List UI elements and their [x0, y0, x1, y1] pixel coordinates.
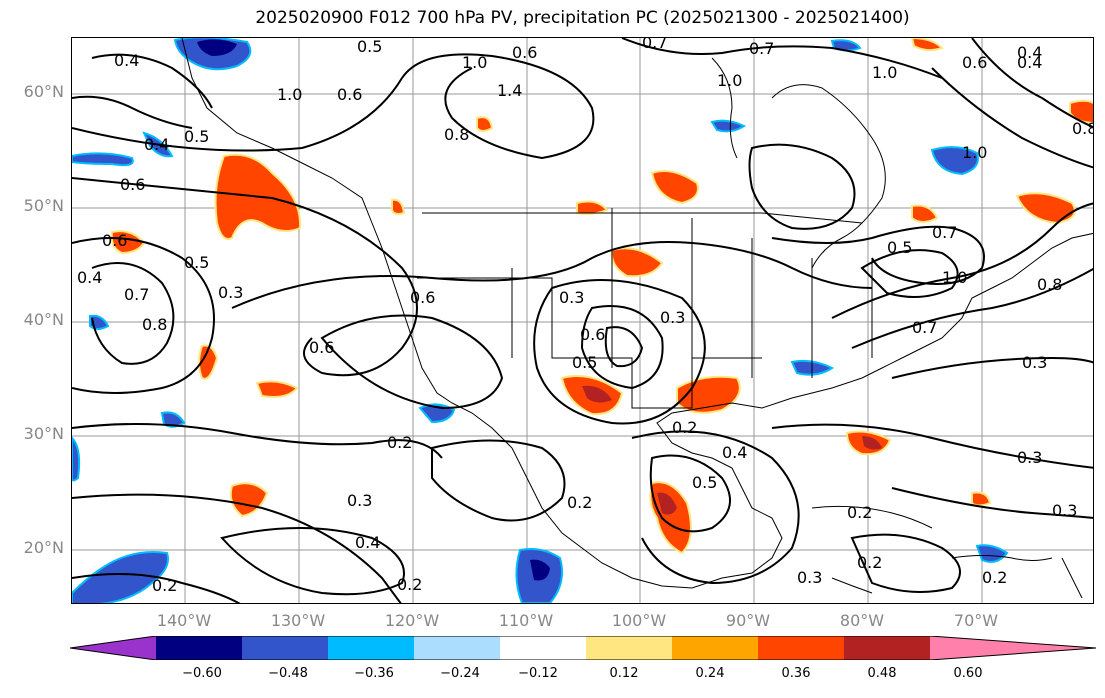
lon-label-100w: 100°W: [611, 611, 667, 630]
contour-label: 0.8: [1037, 275, 1062, 294]
colorbar-tick: −0.48: [268, 666, 308, 681]
contour-label: 0.2: [567, 493, 592, 512]
map-canvas: 0.4 0.5 0.6 0.7 0.7 0.4 0.6 1.0 1.0 0.5 …: [72, 38, 1094, 603]
colorbar-graphic: [69, 635, 1097, 661]
contour-label: 0.3: [347, 491, 372, 510]
colorbar-arrow-left: [70, 636, 156, 660]
lon-label-80w: 80°W: [839, 611, 885, 630]
contour-label: 0.2: [387, 433, 412, 452]
contour-label: 0.5: [692, 473, 717, 492]
contour-label: 0.2: [857, 553, 882, 572]
colorbar-bin: [844, 636, 930, 660]
contour-label: 0.3: [797, 568, 822, 587]
lon-label-70w: 70°W: [953, 611, 999, 630]
colorbar-tick: −0.60: [182, 666, 222, 681]
contour-label: 0.7: [642, 38, 667, 52]
contour-label: 0.4: [77, 268, 102, 287]
contour-label: 0.2: [672, 418, 697, 437]
contour-label: 0.4: [722, 443, 747, 462]
contour-label: 0.3: [1022, 353, 1047, 372]
lat-label-50n: 50°N: [23, 196, 64, 215]
colorbar-bin: [156, 636, 242, 660]
contour-label: 0.6: [962, 53, 987, 72]
lat-label-40n: 40°N: [23, 310, 64, 329]
contour-label: 0.3: [1017, 448, 1042, 467]
colorbar-tick: −0.24: [440, 666, 480, 681]
contour-label: 0.7: [124, 285, 149, 304]
colorbar-bin: [328, 636, 414, 660]
coastlines: [181, 38, 1093, 599]
contour-label: 0.5: [184, 127, 209, 146]
contour-label: 0.4: [355, 533, 380, 552]
lon-label-130w: 130°W: [270, 611, 326, 630]
lat-label-30n: 30°N: [23, 424, 64, 443]
contour-label: 0.3: [1052, 501, 1077, 520]
contour-label: 0.3: [559, 288, 584, 307]
colorbar-arrow-right: [930, 636, 1096, 660]
contour-label: 0.6: [102, 231, 127, 250]
contour-label: 1.0: [942, 268, 967, 287]
contour-label: 0.3: [218, 283, 243, 302]
contour-label: 1.0: [277, 85, 302, 104]
contour-label: 0.7: [749, 39, 774, 58]
precip-positive-areas: [110, 38, 1093, 555]
colorbar-tick: −0.36: [354, 666, 394, 681]
contour-label: 0.7: [912, 318, 937, 337]
contour-label: 0.5: [184, 253, 209, 272]
contour-label: 1.0: [462, 53, 487, 72]
colorbar-bin: [672, 636, 758, 660]
contour-label: 0.8: [1072, 119, 1094, 138]
contour-label: 0.6: [580, 325, 605, 344]
colorbar-bin: [414, 636, 500, 660]
contour-label: 1.0: [962, 143, 987, 162]
contour-label: 0.4: [1017, 53, 1042, 72]
contour-label: 0.2: [982, 568, 1007, 587]
colorbar-bin: [242, 636, 328, 660]
contour-label: 0.6: [410, 288, 435, 307]
contour-label: 0.2: [847, 503, 872, 522]
contour-label: 0.2: [152, 576, 177, 595]
lon-label-140w: 140°W: [156, 611, 212, 630]
contour-label: 1.0: [872, 63, 897, 82]
contour-label: 0.7: [932, 223, 957, 242]
map-title: 2025020900 F012 700 hPa PV, precipitatio…: [255, 8, 910, 28]
contour-label: 0.5: [357, 38, 382, 56]
contour-label: 0.3: [660, 308, 685, 327]
contour-label: 0.4: [144, 135, 169, 154]
contour-label: 0.4: [114, 51, 139, 70]
colorbar-tick: 0.12: [609, 666, 639, 681]
contour-label: 0.8: [444, 125, 469, 144]
contour-label: 0.6: [512, 43, 537, 62]
colorbar: [69, 635, 1097, 661]
colorbar-tick: 0.48: [867, 666, 897, 681]
contour-label: 1.0: [717, 71, 742, 90]
colorbar-tick: −0.12: [518, 666, 558, 681]
contour-label: 0.5: [572, 353, 597, 372]
contour-labels: 0.4 0.5 0.6 0.7 0.7 0.4 0.6 1.0 1.0 0.5 …: [77, 38, 1094, 595]
contour-label: 0.6: [309, 338, 334, 357]
pv-contours: [72, 38, 1093, 603]
colorbar-tick: 0.60: [953, 666, 983, 681]
precip-negative-areas: [72, 38, 1009, 603]
contour-label: 0.8: [142, 315, 167, 334]
colorbar-bin: [758, 636, 844, 660]
lat-label-20n: 20°N: [23, 538, 64, 557]
colorbar-tick: 0.36: [781, 666, 811, 681]
colorbar-tick: 0.24: [695, 666, 725, 681]
contour-label: 0.6: [120, 175, 145, 194]
contour-label: 1.4: [497, 81, 522, 100]
contour-label: 0.5: [887, 238, 912, 257]
map-panel: 0.4 0.5 0.6 0.7 0.7 0.4 0.6 1.0 1.0 0.5 …: [71, 37, 1094, 604]
contour-label: 0.4: [1017, 43, 1042, 62]
colorbar-bin: [500, 636, 586, 660]
lon-label-120w: 120°W: [384, 611, 440, 630]
contour-label: 0.2: [397, 575, 422, 594]
contour-label: 0.6: [337, 85, 362, 104]
lon-label-110w: 110°W: [498, 611, 554, 630]
colorbar-bin: [586, 636, 672, 660]
lon-label-90w: 90°W: [725, 611, 771, 630]
lat-label-60n: 60°N: [23, 82, 64, 101]
